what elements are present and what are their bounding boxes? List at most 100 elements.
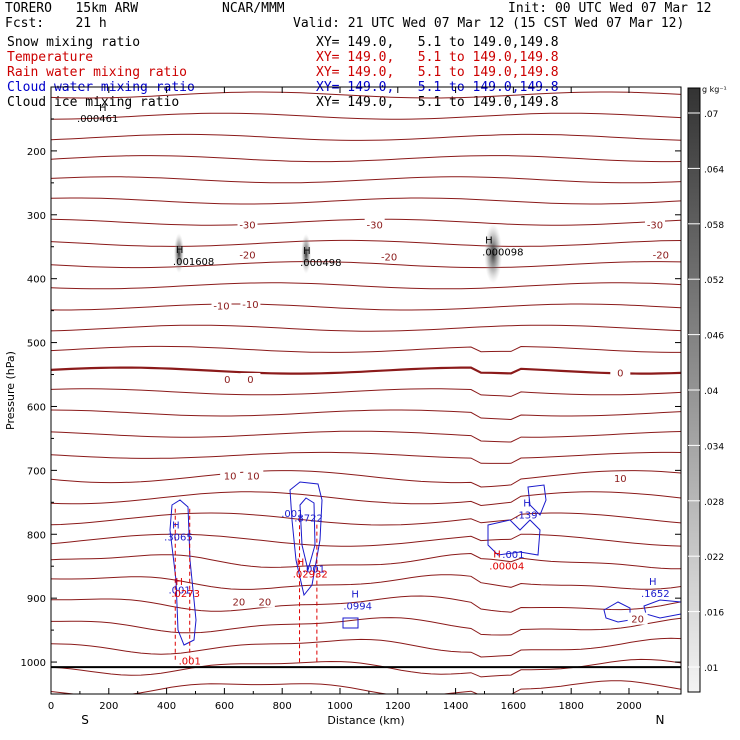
temperature-label-bg bbox=[220, 469, 241, 482]
y-tick-label: 700 bbox=[27, 466, 46, 477]
isentrope-line bbox=[51, 552, 681, 570]
cloud-water-max-value: .001 bbox=[168, 586, 190, 597]
cloud-water-contour bbox=[603, 601, 631, 623]
cloud-water-contour bbox=[299, 497, 316, 572]
x-tick-label: 200 bbox=[99, 701, 118, 712]
temperature-label: -10 bbox=[213, 302, 229, 313]
y-tick-label: 600 bbox=[27, 402, 46, 413]
isentrope-line bbox=[51, 430, 681, 443]
isentrope-line bbox=[51, 261, 681, 269]
cloud-water-contour bbox=[527, 484, 547, 516]
rain-max-value: .001 bbox=[179, 657, 201, 668]
temperature-label-bg bbox=[240, 372, 261, 385]
temperature-label-bg bbox=[237, 218, 258, 231]
isentrope-line bbox=[51, 133, 681, 141]
cloud-water-max-marker: H bbox=[649, 577, 657, 588]
plot-interior bbox=[51, 91, 681, 694]
south-label: S bbox=[81, 713, 89, 727]
y-tick-label: 200 bbox=[27, 147, 46, 158]
cloud-water-max-value: .8722 bbox=[294, 513, 323, 524]
header-fcst: Fcst: 21 h bbox=[5, 16, 107, 31]
field-xy-snow: XY= 149.0, 5.1 to 149.0,149.8 bbox=[316, 35, 559, 50]
isentrope-line bbox=[51, 303, 681, 311]
temperature-label: 0 bbox=[247, 375, 253, 386]
temperature-label-bg bbox=[364, 218, 385, 231]
y-tick-label: 400 bbox=[27, 275, 46, 286]
x-tick-label: 400 bbox=[157, 701, 176, 712]
colorbar-tick-label: .07 bbox=[704, 110, 718, 120]
field-xy-rain: XY= 149.0, 5.1 to 149.0,149.8 bbox=[316, 65, 559, 80]
rain-max-value: .0273 bbox=[171, 589, 200, 600]
temperature-label-bg bbox=[610, 472, 631, 485]
isentrope-line bbox=[51, 91, 681, 99]
temperature-label-bg bbox=[237, 248, 258, 261]
temperature-label: 10 bbox=[224, 471, 237, 482]
snow-shading bbox=[301, 233, 312, 274]
isentrope-line bbox=[51, 324, 681, 332]
colorbar-tick-label: .052 bbox=[704, 276, 724, 286]
temperature-label: -30 bbox=[647, 220, 663, 231]
colorbar-tick-label: .01 bbox=[704, 664, 718, 674]
cloud-water-max-value: .0994 bbox=[343, 602, 372, 613]
isentrope-line bbox=[51, 491, 681, 507]
isentrope-line bbox=[51, 617, 681, 636]
y-tick-label: 300 bbox=[27, 211, 46, 222]
snow-max-value: .000498 bbox=[300, 258, 341, 269]
header-center: NCAR/MMM bbox=[222, 1, 285, 16]
temperature-label-bg bbox=[217, 372, 238, 385]
rain-max-marker: H bbox=[297, 558, 305, 569]
cloud-water-max-marker: H bbox=[172, 521, 180, 532]
isentrope-line bbox=[51, 512, 681, 526]
cloud-water-max-value: .3065 bbox=[164, 533, 193, 544]
y-tick-label: 500 bbox=[27, 339, 46, 350]
cloud-water-contour bbox=[487, 519, 541, 556]
temperature-label: 0 bbox=[617, 369, 623, 380]
header-init: Init: 00 UTC Wed 07 Mar 12 bbox=[508, 1, 712, 16]
cloud-water-max-value: .001 bbox=[281, 509, 303, 520]
isentrope-line bbox=[51, 409, 681, 421]
y-axis-label: Pressure (hPa) bbox=[4, 351, 17, 430]
temperature-label-bg bbox=[240, 298, 261, 311]
isentrope-line bbox=[51, 239, 681, 247]
isentrope-line bbox=[51, 533, 681, 547]
field-xy-temperature: XY= 149.0, 5.1 to 149.0,149.8 bbox=[316, 50, 559, 65]
header-model: TORERO 15km ARW bbox=[5, 1, 139, 16]
cloud-water-max-value: .139 bbox=[515, 510, 537, 521]
temperature-label: 20 bbox=[258, 597, 271, 608]
colorbar-tick-label: .064 bbox=[704, 165, 724, 175]
x-tick-label: 1600 bbox=[501, 701, 526, 712]
temperature-label: 20 bbox=[631, 615, 644, 626]
isentrope-line bbox=[51, 112, 681, 120]
rain-max-marker: H bbox=[493, 549, 501, 560]
colorbar-tick-label: .04 bbox=[704, 387, 719, 397]
temperature-label-bg bbox=[243, 469, 264, 482]
isentrope-line bbox=[51, 595, 681, 613]
isentrope-line bbox=[51, 345, 681, 353]
snow-shading bbox=[484, 223, 503, 284]
cloud-water-max-marker: H bbox=[351, 590, 359, 601]
cloud-water-max-value: .1652 bbox=[641, 589, 670, 600]
x-tick-label: 2000 bbox=[616, 701, 641, 712]
temperature-label-bg bbox=[627, 612, 648, 625]
temperature-label: 10 bbox=[614, 474, 627, 485]
colorbar-tick-label: .046 bbox=[704, 332, 724, 342]
y-tick-label: 800 bbox=[27, 530, 46, 541]
temperature-label: -20 bbox=[239, 250, 255, 261]
colorbar-unit: g kg⁻¹ bbox=[702, 85, 727, 94]
isentrope-line bbox=[51, 451, 681, 464]
colorbar-tick-label: .022 bbox=[704, 553, 724, 563]
north-label: N bbox=[656, 713, 665, 727]
x-tick-label: 800 bbox=[273, 701, 292, 712]
x-axis-label: Distance (km) bbox=[327, 714, 404, 727]
isentrope-line bbox=[51, 470, 681, 488]
isentrope-line bbox=[51, 388, 681, 397]
rain-max-value: .02932 bbox=[293, 570, 328, 581]
cloud-water-max-value: .001 bbox=[502, 550, 524, 561]
cloud-water-max-marker: H bbox=[523, 498, 531, 509]
temperature-label: 0 bbox=[224, 375, 230, 386]
snow-max-marker: H bbox=[303, 246, 311, 257]
field-name-rain: Rain water mixing ratio bbox=[7, 65, 188, 80]
rain-max-marker: H bbox=[175, 577, 183, 588]
cloud-ice-max-marker: H bbox=[99, 103, 107, 114]
